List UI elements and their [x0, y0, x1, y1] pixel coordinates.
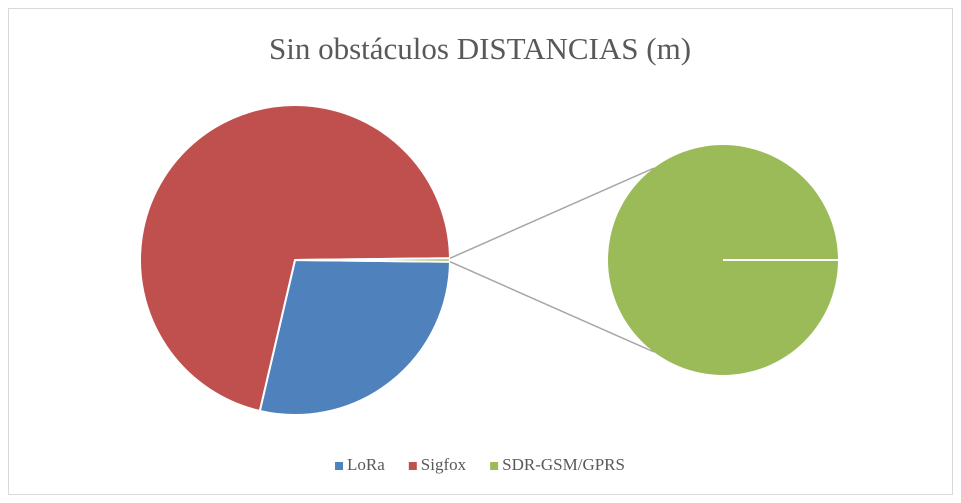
- connector-line: [449, 167, 655, 259]
- legend-swatch: [335, 462, 344, 470]
- chart-title: Sin obstáculos DISTANCIAS (m): [269, 31, 691, 66]
- pie-slice: [139, 104, 452, 413]
- connector-line: [449, 261, 655, 353]
- legend-swatch: [490, 462, 499, 470]
- legend-swatch: [408, 462, 417, 470]
- pie-slice: [258, 258, 452, 416]
- legend-label: SDR-GSM/GPRS: [502, 455, 625, 474]
- pie-slice: [294, 257, 451, 263]
- legend-label: LoRa: [347, 455, 385, 474]
- legend-label: Sigfox: [421, 455, 467, 474]
